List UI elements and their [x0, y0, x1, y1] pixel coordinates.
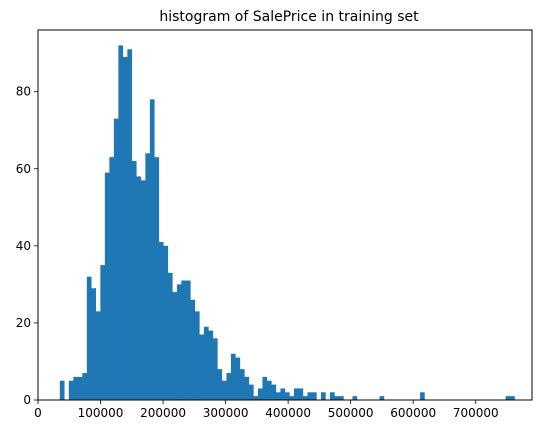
histogram-bar: [320, 392, 326, 400]
histogram-bar: [275, 392, 281, 400]
histogram-bar: [73, 376, 79, 400]
histogram-bar: [140, 180, 146, 400]
histogram-bar: [82, 373, 88, 400]
histogram-bar: [172, 292, 178, 400]
histogram-bar: [226, 373, 232, 400]
histogram-bar: [379, 396, 385, 400]
y-tick-label: 0: [23, 393, 31, 407]
histogram-bar: [420, 392, 425, 400]
histogram-bar: [307, 392, 313, 400]
histogram-bar: [280, 388, 286, 400]
histogram-bar: [271, 384, 277, 400]
histogram-bar: [311, 392, 317, 400]
histogram-bar: [266, 380, 272, 400]
x-tick-label: 400000: [265, 406, 311, 420]
histogram-bar: [113, 118, 119, 400]
histogram-bar: [289, 396, 295, 400]
histogram-bar: [302, 396, 308, 400]
histogram-bar: [91, 288, 97, 400]
histogram-bar: [59, 380, 65, 400]
y-tick-label: 80: [16, 85, 31, 99]
histogram-bar: [109, 157, 115, 400]
histogram-bar: [239, 369, 245, 400]
histogram-bar: [253, 396, 259, 400]
y-tick-label: 20: [16, 316, 31, 330]
histogram-bar: [149, 99, 155, 400]
histogram-bar: [118, 45, 124, 401]
bars-group: [59, 45, 515, 401]
histogram-bar: [145, 153, 151, 400]
histogram-bar: [77, 376, 83, 400]
histogram-bar: [122, 56, 128, 401]
histogram-bar: [199, 334, 205, 400]
histogram-bar: [185, 280, 191, 400]
histogram-bar: [68, 380, 74, 400]
histogram-bar: [244, 376, 250, 400]
histogram-bar: [505, 396, 511, 400]
histogram-bar: [100, 265, 106, 400]
histogram-bar: [217, 369, 223, 400]
histogram-bar: [298, 388, 304, 400]
histogram-bar: [248, 384, 254, 400]
histogram-bar: [208, 330, 214, 400]
x-axis-ticks: 0 100000 200000 300000 400000 500000 600000 700…: [34, 400, 499, 420]
histogram-bar: [230, 353, 236, 400]
histogram-bar: [86, 276, 92, 400]
histogram-bar: [257, 388, 263, 400]
x-tick-label: 700000: [453, 406, 499, 420]
chart-title: histogram of SalePrice in training set: [159, 9, 419, 25]
histogram-bar: [235, 357, 241, 400]
y-axis-ticks: 0 20 40 60 80: [16, 85, 38, 407]
x-tick-label: 0: [34, 406, 42, 420]
histogram-bar: [329, 392, 335, 400]
x-tick-label: 500000: [328, 406, 374, 420]
histogram-bar: [131, 161, 137, 400]
histogram-bar: [127, 49, 133, 400]
histogram-bar: [334, 396, 340, 400]
histogram-bar: [262, 376, 268, 400]
histogram-bar: [212, 338, 218, 400]
x-tick-label: 200000: [140, 406, 186, 420]
histogram-bar: [167, 272, 173, 400]
histogram-bar: [203, 326, 209, 400]
histogram-bar: [176, 284, 182, 400]
x-tick-label: 600000: [390, 406, 436, 420]
histogram-bar: [190, 299, 196, 400]
x-tick-label: 100000: [78, 406, 124, 420]
histogram-bar: [293, 388, 299, 400]
histogram-bar: [181, 280, 187, 400]
histogram-bar: [154, 157, 160, 400]
histogram-bar: [221, 380, 227, 400]
histogram-bar: [352, 396, 358, 400]
histogram-bar: [158, 241, 164, 400]
histogram-bar: [339, 396, 344, 400]
y-tick-label: 60: [16, 162, 31, 176]
histogram-bar: [194, 311, 200, 400]
plot-frame: [37, 29, 533, 401]
y-tick-label: 40: [16, 239, 31, 253]
x-tick-label: 300000: [203, 406, 249, 420]
histogram-bar: [95, 311, 101, 400]
histogram-bar: [104, 172, 110, 400]
histogram-bar: [163, 245, 169, 400]
histogram-bar: [136, 176, 142, 400]
histogram-bar: [284, 392, 290, 400]
histogram-bar: [510, 396, 515, 400]
